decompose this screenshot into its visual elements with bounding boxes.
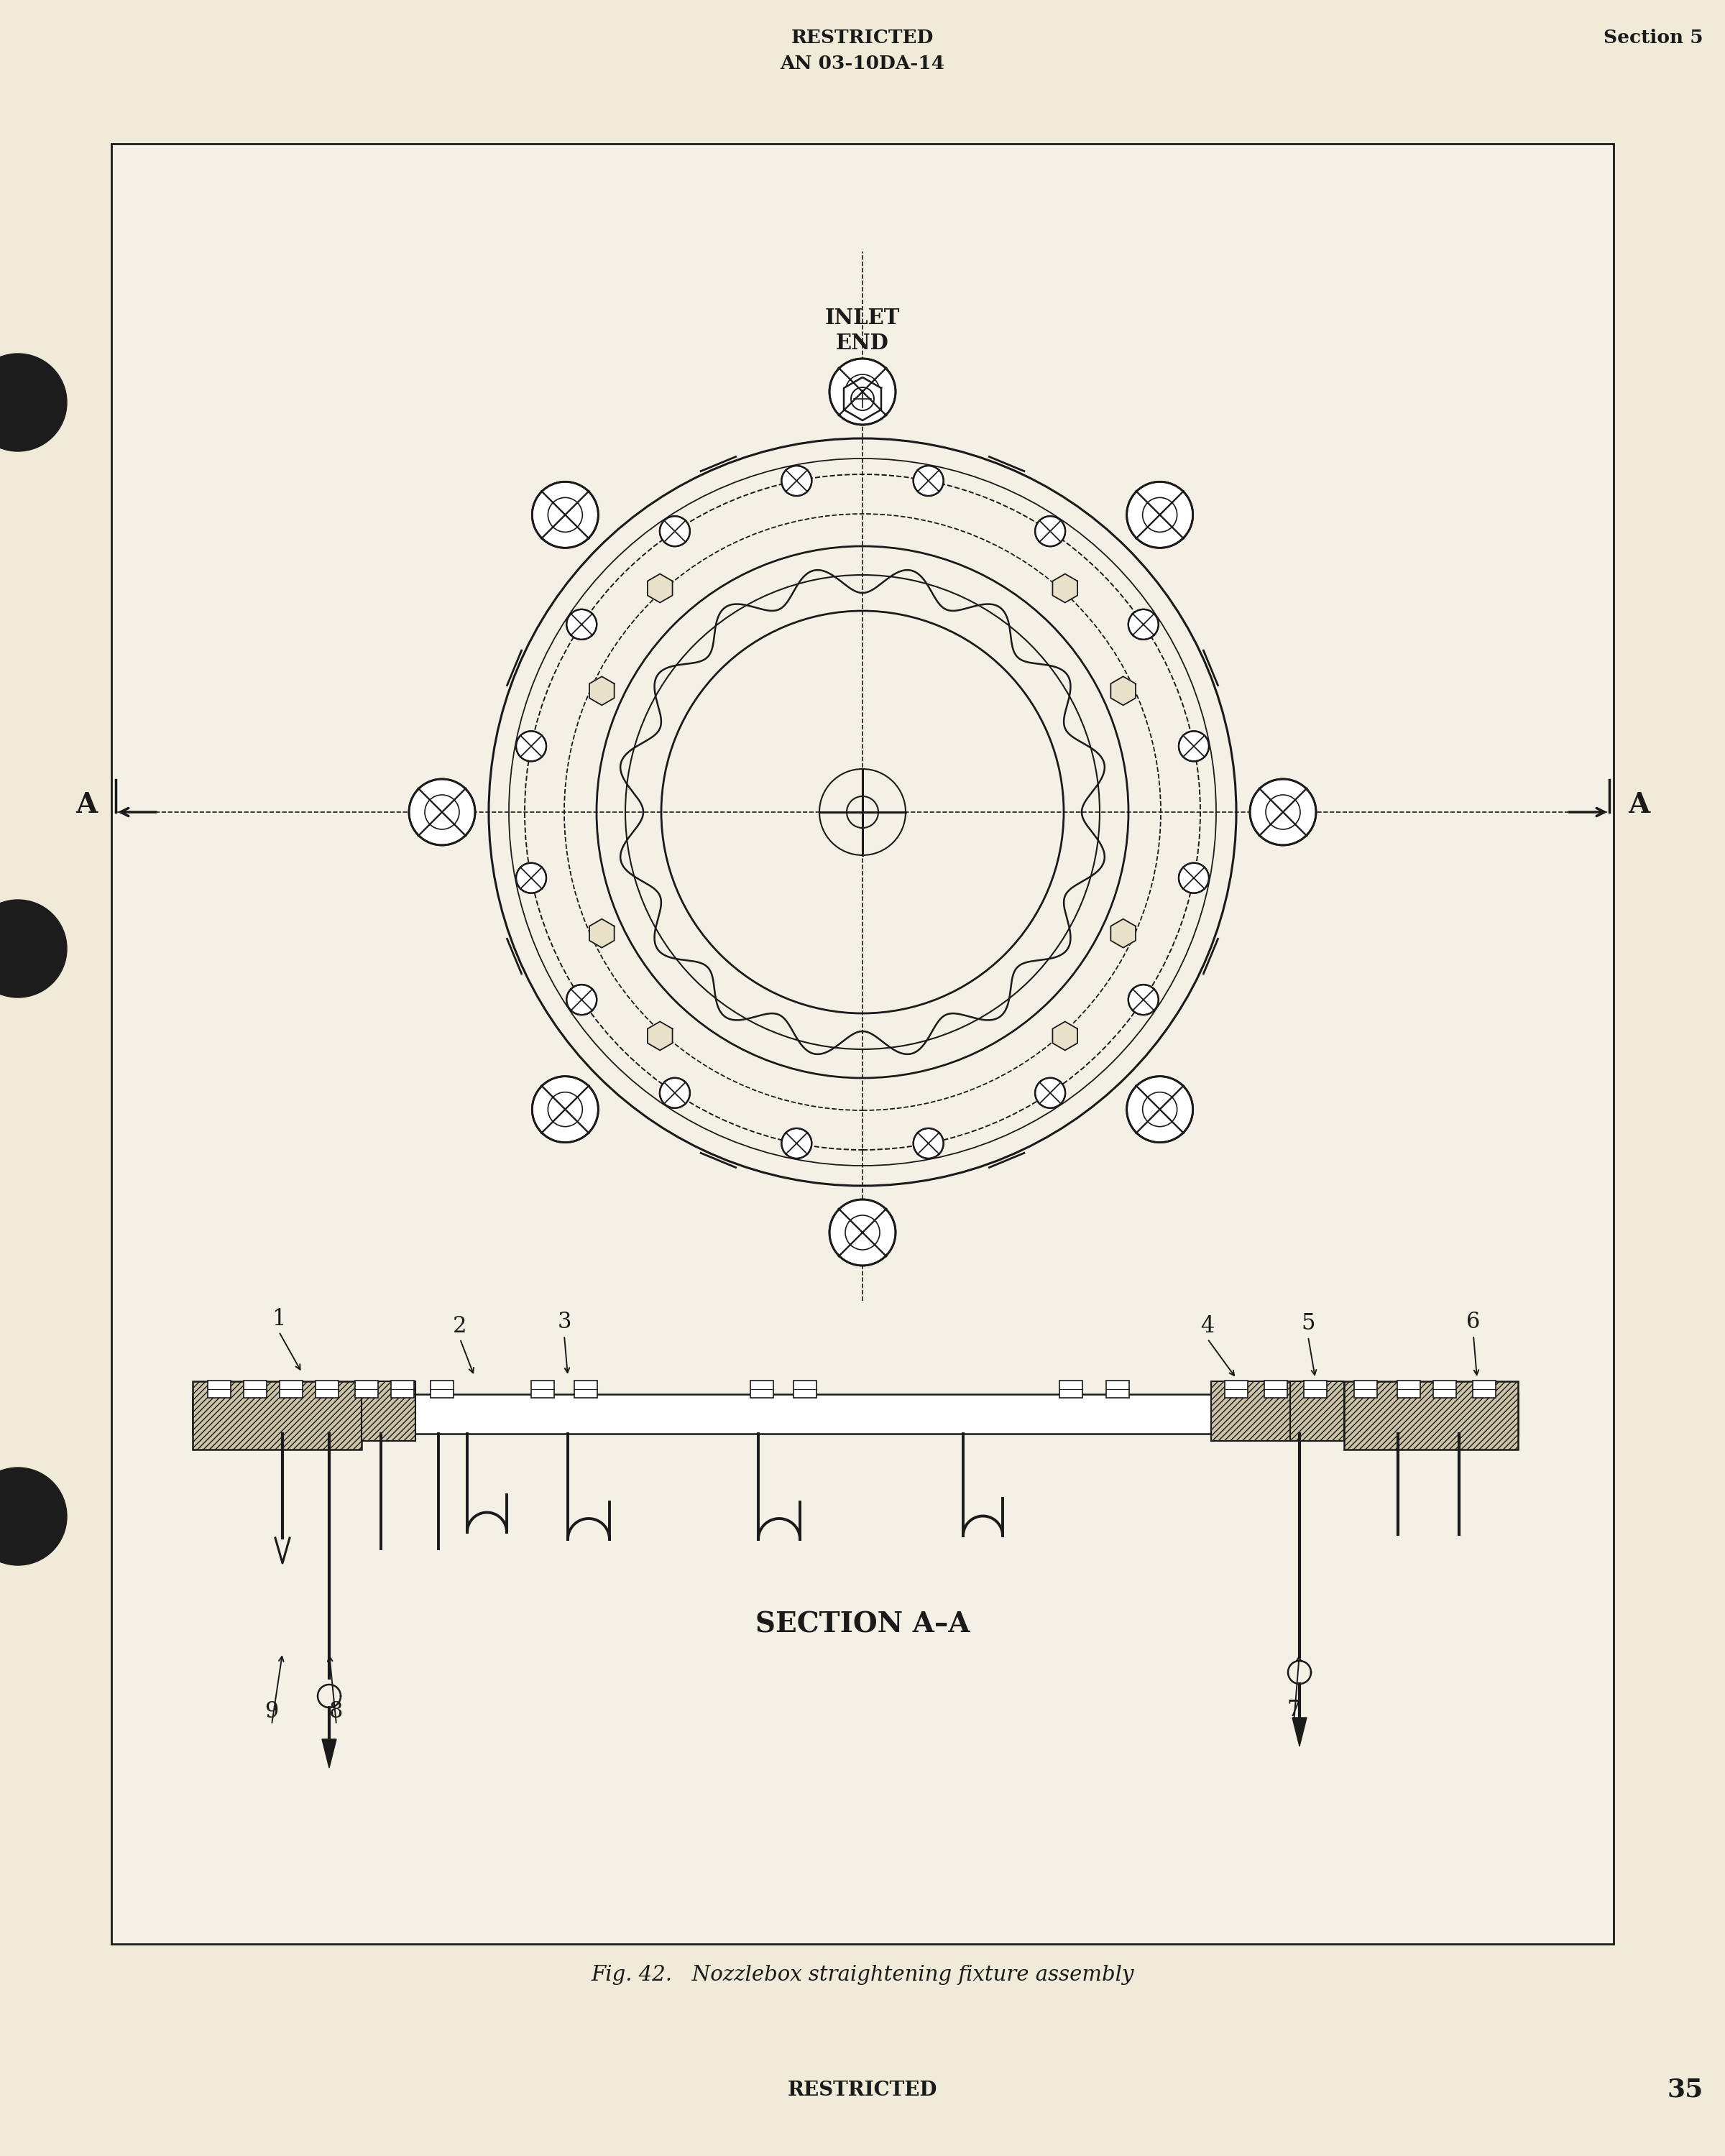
Polygon shape	[1052, 573, 1078, 604]
Circle shape	[1035, 1078, 1066, 1108]
Text: Fig. 42.   Nozzlebox straightening fixture assembly: Fig. 42. Nozzlebox straightening fixture…	[592, 1964, 1133, 1986]
Circle shape	[1035, 515, 1066, 545]
Circle shape	[1128, 985, 1159, 1015]
Bar	[794, 1380, 816, 1397]
Text: 9: 9	[264, 1701, 279, 1723]
Text: A: A	[1628, 791, 1649, 819]
Circle shape	[516, 862, 547, 893]
Bar	[362, 1382, 416, 1440]
Text: INLET
END: INLET END	[825, 308, 900, 354]
Bar	[1473, 1380, 1496, 1397]
Bar	[193, 1395, 1518, 1434]
Circle shape	[1126, 1076, 1194, 1143]
Text: 2: 2	[454, 1315, 467, 1337]
Text: 6: 6	[1466, 1311, 1480, 1332]
Circle shape	[830, 358, 895, 425]
Polygon shape	[1052, 1022, 1078, 1050]
Text: 5: 5	[1301, 1313, 1314, 1335]
Polygon shape	[647, 573, 673, 604]
Polygon shape	[844, 377, 881, 420]
Circle shape	[913, 466, 944, 496]
Bar	[431, 1380, 454, 1397]
Circle shape	[659, 1078, 690, 1108]
Circle shape	[531, 481, 599, 548]
Bar	[355, 1380, 378, 1397]
Circle shape	[781, 466, 812, 496]
Polygon shape	[323, 1740, 336, 1768]
Polygon shape	[590, 677, 614, 705]
Text: 35: 35	[1668, 2078, 1704, 2102]
Circle shape	[659, 515, 690, 545]
Text: 3: 3	[557, 1311, 571, 1332]
Circle shape	[913, 1128, 944, 1158]
Circle shape	[566, 985, 597, 1015]
Circle shape	[1126, 481, 1194, 548]
Bar	[1059, 1380, 1083, 1397]
Bar	[1225, 1380, 1247, 1397]
Circle shape	[0, 354, 67, 451]
Bar	[392, 1380, 414, 1397]
Circle shape	[0, 899, 67, 998]
Bar	[574, 1380, 597, 1397]
Bar	[1211, 1382, 1344, 1440]
Circle shape	[1251, 778, 1316, 845]
Bar	[243, 1380, 267, 1397]
Circle shape	[409, 778, 474, 845]
Circle shape	[781, 1128, 812, 1158]
Polygon shape	[1111, 918, 1135, 949]
Text: SECTION A–A: SECTION A–A	[756, 1611, 969, 1639]
Circle shape	[516, 731, 547, 761]
Text: AN 03-10DA-14: AN 03-10DA-14	[780, 54, 945, 73]
Circle shape	[1128, 610, 1159, 640]
Text: Section 5: Section 5	[1604, 28, 1704, 47]
Bar	[1106, 1380, 1130, 1397]
Polygon shape	[1292, 1718, 1308, 1746]
Bar	[1304, 1380, 1327, 1397]
Text: 1: 1	[273, 1307, 286, 1330]
Polygon shape	[1111, 677, 1135, 705]
Text: A: A	[76, 791, 97, 819]
Bar	[193, 1382, 362, 1449]
Bar	[1264, 1380, 1287, 1397]
Circle shape	[531, 1076, 599, 1143]
Bar	[1344, 1382, 1518, 1449]
Circle shape	[1178, 731, 1209, 761]
Bar	[1433, 1380, 1456, 1397]
Bar	[316, 1380, 338, 1397]
Bar	[1354, 1380, 1377, 1397]
Circle shape	[0, 1468, 67, 1565]
Circle shape	[1178, 862, 1209, 893]
Text: RESTRICTED: RESTRICTED	[788, 2081, 937, 2100]
Polygon shape	[590, 918, 614, 949]
Bar	[531, 1380, 554, 1397]
Bar	[1290, 1382, 1344, 1440]
Text: RESTRICTED: RESTRICTED	[792, 28, 933, 47]
Text: 7: 7	[1287, 1699, 1301, 1720]
Bar	[1397, 1380, 1420, 1397]
Text: 4: 4	[1201, 1315, 1214, 1337]
Bar	[750, 1380, 773, 1397]
Circle shape	[830, 1199, 895, 1266]
Bar	[207, 1380, 231, 1397]
Text: 8: 8	[329, 1701, 343, 1723]
Circle shape	[566, 610, 597, 640]
Bar	[279, 1380, 302, 1397]
Bar	[112, 144, 1613, 1945]
Polygon shape	[647, 1022, 673, 1050]
